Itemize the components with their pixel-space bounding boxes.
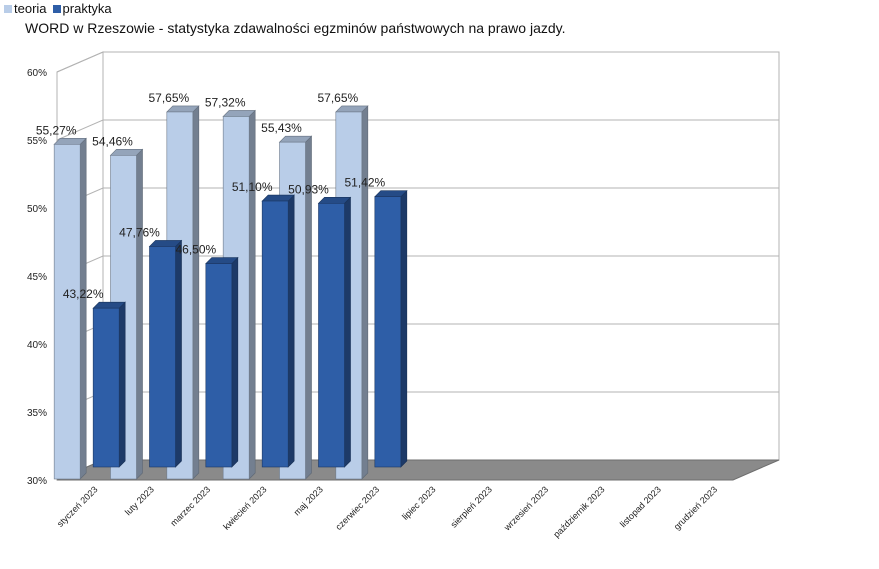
bar-top-teoria: [166, 105, 200, 113]
x-tick-label: marzec 2023: [168, 484, 212, 528]
data-label-praktyka: 51,10%: [232, 180, 273, 194]
bar-praktyka: [149, 246, 176, 468]
bar-praktyka: [318, 203, 345, 468]
data-label-praktyka: 47,76%: [119, 225, 160, 239]
legend: teoria praktyka: [4, 1, 112, 16]
bar-top-praktyka: [317, 197, 352, 204]
bar-top-praktyka: [374, 190, 408, 197]
y-tick-label: 40%: [27, 340, 47, 351]
legend-label-praktyka: praktyka: [62, 1, 112, 16]
legend-swatch-teoria: [4, 4, 12, 13]
y-tick-label: 35%: [27, 408, 47, 419]
legend-entry-teoria: teoria: [4, 1, 47, 16]
x-tick-label: lipiec 2023: [400, 484, 437, 521]
x-tick-label: listopad 2023: [618, 484, 663, 529]
bar-teoria: [53, 144, 81, 480]
x-tick-label: grudzień 2023: [672, 484, 719, 531]
y-tick-label: 55%: [27, 136, 47, 147]
data-label-teoria: 54,46%: [92, 134, 133, 148]
data-label-teoria: 55,43%: [261, 121, 302, 135]
legend-entry-praktyka: praktyka: [52, 1, 112, 16]
x-tick-label: kwiecień 2023: [221, 484, 268, 531]
bar-top-teoria: [278, 135, 313, 143]
bar-side-praktyka: [287, 194, 295, 468]
chart-title: WORD w Rzeszowie - statystyka zdawalnośc…: [25, 20, 566, 36]
y-tick-label: 30%: [27, 476, 47, 487]
bar-side-teoria: [136, 148, 143, 480]
bar-side-praktyka: [118, 301, 126, 468]
bar-top-teoria: [53, 138, 87, 145]
y-tick-label: 45%: [27, 272, 47, 283]
bar-side-teoria: [248, 109, 256, 480]
bar-side-teoria: [79, 137, 87, 480]
gridline: [56, 51, 779, 73]
data-label-praktyka: 50,93%: [288, 182, 329, 196]
bar-side-praktyka: [175, 239, 182, 468]
data-label-praktyka: 43,22%: [63, 287, 104, 301]
gridline: [56, 119, 779, 141]
data-label-praktyka: 51,42%: [344, 176, 385, 190]
bar-top-praktyka: [92, 301, 126, 309]
bar-praktyka: [205, 263, 233, 468]
x-tick-label: sierpień 2023: [449, 484, 494, 529]
x-tick-label: październik 2023: [551, 484, 606, 539]
bar-praktyka: [261, 200, 289, 468]
data-label-teoria: 57,32%: [205, 95, 246, 109]
bar-side-teoria: [361, 105, 369, 480]
data-label-teoria: 57,65%: [148, 91, 189, 105]
legend-swatch-praktyka: [52, 4, 61, 13]
x-tick-label: wrzesień 2023: [501, 484, 550, 533]
x-tick-label: maj 2023: [292, 484, 325, 517]
legend-label-teoria: teoria: [14, 1, 47, 16]
bar-side-teoria: [192, 105, 200, 480]
y-tick-label: 60%: [27, 68, 47, 79]
bar-top-praktyka: [205, 257, 239, 264]
x-tick-label: styczeń 2023: [55, 484, 100, 529]
y-tick-label: 50%: [27, 204, 47, 215]
bar-side-praktyka: [400, 189, 408, 468]
bar-praktyka: [92, 307, 120, 468]
bar-top-teoria: [335, 105, 369, 113]
bar-top-teoria: [222, 110, 256, 117]
data-label-teoria: 55,27%: [36, 123, 77, 137]
bar-side-praktyka: [231, 256, 239, 468]
bar-top-teoria: [109, 149, 144, 156]
bar-side-praktyka: [344, 196, 351, 468]
x-tick-label: czerwiec 2023: [333, 484, 381, 532]
data-label-teoria: 57,65%: [317, 91, 358, 105]
x-tick-label: luty 2023: [123, 484, 156, 517]
data-label-praktyka: 46,50%: [175, 243, 216, 257]
bar-praktyka: [374, 196, 402, 468]
